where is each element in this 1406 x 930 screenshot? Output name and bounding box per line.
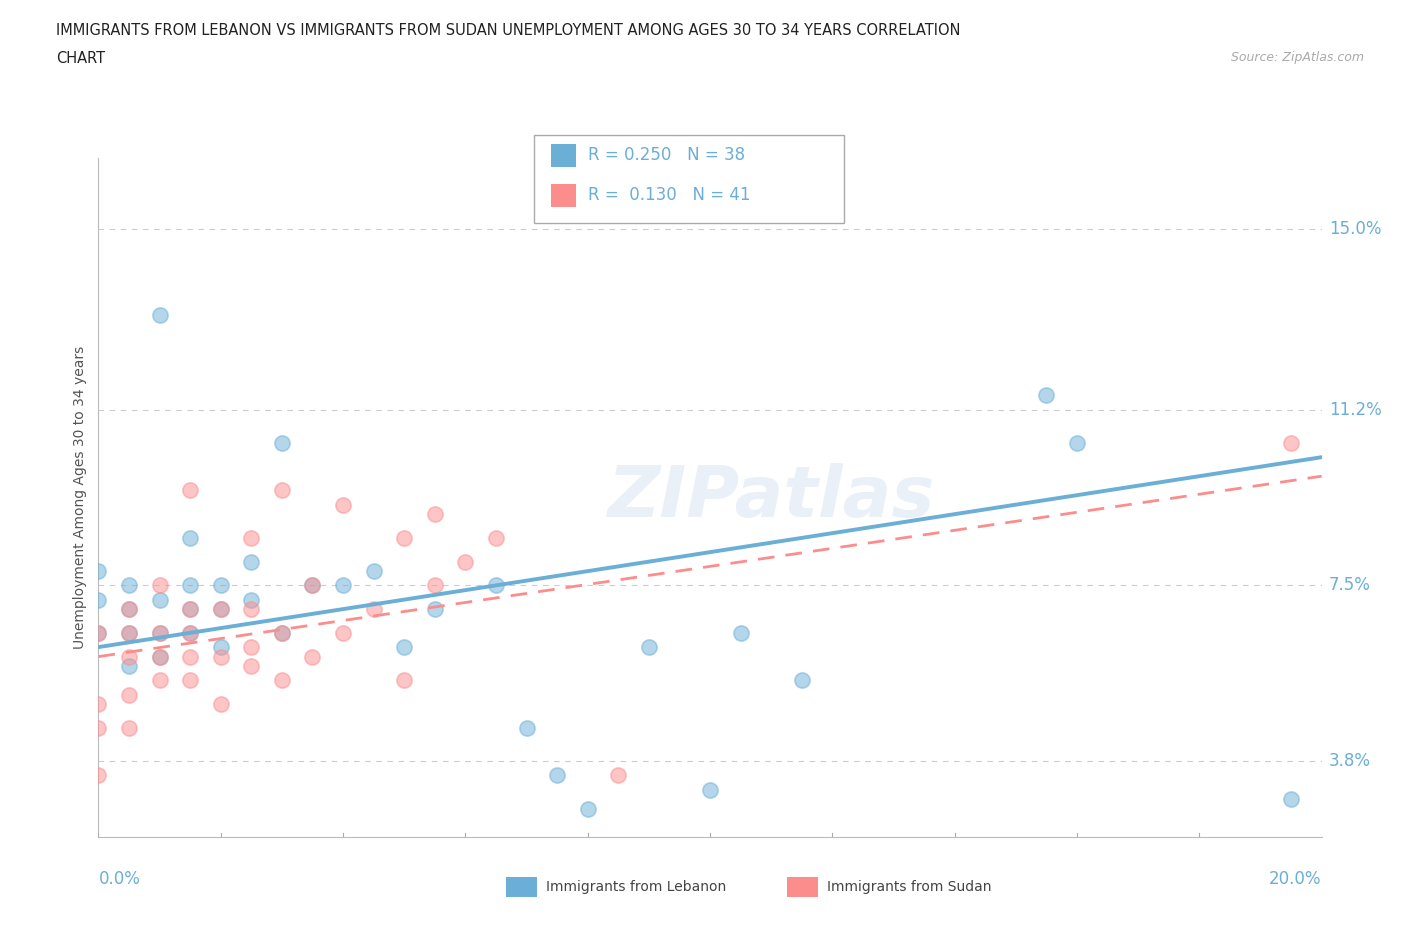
Point — [209, 602, 232, 617]
Text: 7.5%: 7.5% — [1329, 577, 1371, 594]
Point — [149, 307, 172, 322]
Point — [454, 554, 477, 569]
Point — [332, 578, 354, 592]
Point — [485, 530, 508, 545]
Text: IMMIGRANTS FROM LEBANON VS IMMIGRANTS FROM SUDAN UNEMPLOYMENT AMONG AGES 30 TO 3: IMMIGRANTS FROM LEBANON VS IMMIGRANTS FR… — [56, 23, 960, 38]
Point — [209, 649, 232, 664]
Point — [209, 640, 232, 655]
Point — [301, 578, 323, 592]
Point — [149, 649, 172, 664]
Text: Immigrants from Lebanon: Immigrants from Lebanon — [546, 880, 725, 895]
Point — [149, 625, 172, 640]
Text: ZIPatlas: ZIPatlas — [607, 463, 935, 532]
Point — [301, 578, 323, 592]
Point — [118, 602, 141, 617]
Point — [240, 602, 263, 617]
Point — [209, 697, 232, 711]
Point — [179, 673, 201, 688]
Point — [392, 640, 416, 655]
Point — [240, 530, 263, 545]
Point — [179, 530, 201, 545]
Point — [209, 578, 232, 592]
Point — [730, 625, 752, 640]
Point — [179, 483, 201, 498]
Point — [332, 498, 354, 512]
Y-axis label: Unemployment Among Ages 30 to 34 years: Unemployment Among Ages 30 to 34 years — [73, 346, 87, 649]
Point — [87, 625, 110, 640]
Point — [179, 625, 201, 640]
Text: 0.0%: 0.0% — [98, 870, 141, 887]
Point — [87, 564, 110, 578]
Point — [179, 602, 201, 617]
Text: 15.0%: 15.0% — [1329, 220, 1381, 238]
Point — [118, 625, 141, 640]
Point — [118, 721, 141, 736]
Point — [118, 649, 141, 664]
Point — [149, 625, 172, 640]
Point — [179, 625, 201, 640]
Point — [240, 640, 263, 655]
Point — [209, 602, 232, 617]
Point — [240, 554, 263, 569]
Point — [637, 640, 661, 655]
Point — [118, 602, 141, 617]
Point — [546, 768, 568, 783]
Point — [118, 658, 141, 673]
Point — [607, 768, 630, 783]
Point — [149, 578, 172, 592]
Point — [87, 697, 110, 711]
Point — [485, 578, 508, 592]
Point — [270, 625, 292, 640]
Point — [118, 578, 141, 592]
Point — [149, 673, 172, 688]
Point — [87, 592, 110, 607]
Point — [149, 592, 172, 607]
Text: CHART: CHART — [56, 51, 105, 66]
Point — [179, 649, 201, 664]
Text: R = 0.250   N = 38: R = 0.250 N = 38 — [588, 146, 745, 165]
Text: R =  0.130   N = 41: R = 0.130 N = 41 — [588, 186, 751, 205]
Point — [179, 602, 201, 617]
Point — [423, 602, 446, 617]
Point — [392, 530, 416, 545]
Point — [423, 578, 446, 592]
Point — [576, 801, 599, 816]
Point — [1279, 435, 1302, 450]
Point — [270, 673, 292, 688]
Point — [240, 658, 263, 673]
Point — [392, 673, 416, 688]
Point — [118, 625, 141, 640]
Point — [363, 602, 385, 617]
Point — [1035, 388, 1057, 403]
Text: 11.2%: 11.2% — [1329, 401, 1382, 418]
Point — [1066, 435, 1088, 450]
Point — [87, 625, 110, 640]
Point — [270, 435, 292, 450]
Point — [1279, 791, 1302, 806]
Point — [423, 507, 446, 522]
Point — [516, 721, 538, 736]
Point — [149, 649, 172, 664]
Text: 20.0%: 20.0% — [1270, 870, 1322, 887]
Text: Immigrants from Sudan: Immigrants from Sudan — [827, 880, 991, 895]
Point — [118, 687, 141, 702]
Point — [270, 483, 292, 498]
Point — [240, 592, 263, 607]
Text: 3.8%: 3.8% — [1329, 752, 1371, 770]
Point — [363, 564, 385, 578]
Point — [87, 768, 110, 783]
Point — [301, 649, 323, 664]
Text: Source: ZipAtlas.com: Source: ZipAtlas.com — [1230, 51, 1364, 64]
Point — [270, 625, 292, 640]
Point — [699, 782, 721, 797]
Point — [332, 625, 354, 640]
Point — [179, 578, 201, 592]
Point — [790, 673, 813, 688]
Point — [87, 721, 110, 736]
